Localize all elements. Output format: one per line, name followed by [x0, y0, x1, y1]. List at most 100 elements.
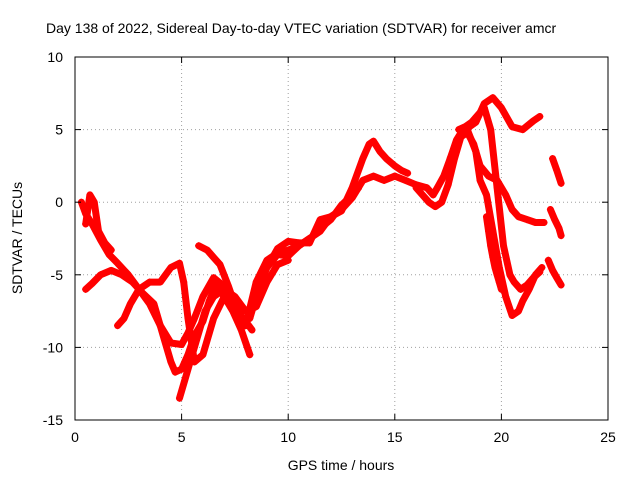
- series-16-line: [544, 256, 565, 289]
- x-axis-label: GPS time / hours: [288, 457, 395, 473]
- data-point: [220, 293, 228, 301]
- y-tick-label: 0: [55, 194, 63, 210]
- data-point: [246, 351, 254, 359]
- data-point: [380, 176, 388, 184]
- data-point: [365, 140, 373, 148]
- data-point: [376, 147, 384, 155]
- data-point: [252, 278, 260, 286]
- data-point: [88, 280, 96, 288]
- data-point: [540, 219, 548, 227]
- series-7-line: [246, 172, 399, 322]
- y-tick-label: -10: [43, 339, 63, 355]
- axis-ticks: [74, 56, 609, 421]
- data-point: [482, 213, 490, 221]
- data-point: [369, 172, 377, 180]
- data-point: [529, 274, 537, 282]
- data-point: [252, 303, 260, 311]
- data-point: [497, 285, 505, 293]
- data-point: [195, 242, 203, 250]
- data-point: [506, 271, 514, 279]
- data-point: [489, 94, 497, 102]
- data-point: [510, 278, 518, 286]
- data-point: [514, 307, 522, 315]
- data-point: [210, 293, 218, 301]
- data-point: [184, 314, 192, 322]
- data-point: [167, 264, 175, 272]
- x-tick-label: 0: [71, 429, 79, 445]
- data-point: [178, 340, 186, 348]
- data-point: [425, 198, 433, 206]
- data-point: [476, 162, 484, 170]
- data-point: [519, 297, 527, 305]
- x-tick-label: 5: [178, 429, 186, 445]
- series-9-line: [316, 184, 363, 232]
- data-point: [348, 184, 356, 192]
- data-point: [175, 259, 183, 267]
- data-point: [523, 216, 531, 224]
- data-markers: [77, 94, 565, 402]
- data-point: [203, 246, 211, 254]
- data-point: [500, 242, 508, 250]
- data-point: [391, 172, 399, 180]
- data-point: [489, 253, 497, 261]
- data-point: [190, 358, 198, 366]
- data-point: [88, 220, 96, 228]
- data-point: [348, 191, 356, 199]
- data-point: [382, 155, 390, 163]
- data-point: [184, 365, 192, 373]
- data-point: [82, 210, 90, 218]
- data-point: [126, 300, 134, 308]
- data-point: [397, 166, 405, 174]
- data-point: [525, 285, 533, 293]
- data-point: [423, 184, 431, 192]
- data-point: [82, 220, 90, 228]
- data-point: [491, 264, 499, 272]
- y-tick-label: 5: [55, 122, 63, 138]
- data-point: [519, 126, 527, 134]
- data-point: [107, 266, 115, 274]
- data-point: [233, 307, 241, 315]
- data-point: [205, 297, 213, 305]
- x-tick-label: 15: [387, 429, 403, 445]
- data-point: [201, 307, 209, 315]
- data-point: [549, 266, 557, 274]
- data-point: [487, 126, 495, 134]
- data-point: [199, 293, 207, 301]
- data-point: [316, 216, 324, 224]
- data-point: [129, 278, 137, 286]
- data-point: [369, 137, 377, 145]
- data-point: [118, 271, 126, 279]
- data-point: [429, 191, 437, 199]
- data-point: [544, 256, 552, 264]
- data-point: [355, 184, 363, 192]
- data-point: [246, 314, 254, 322]
- data-point: [210, 314, 218, 322]
- data-point: [90, 198, 98, 206]
- data-point: [146, 278, 154, 286]
- data-point: [86, 191, 94, 199]
- data-point: [199, 351, 207, 359]
- data-point: [97, 236, 105, 244]
- data-point: [101, 239, 109, 247]
- data-point: [455, 126, 463, 134]
- data-point: [493, 176, 501, 184]
- data-point: [508, 205, 516, 213]
- y-tick-label: -5: [51, 267, 64, 283]
- data-point: [514, 213, 522, 221]
- data-point: [210, 253, 218, 261]
- data-point: [487, 242, 495, 250]
- series-10-line: [391, 94, 544, 199]
- data-point: [156, 278, 164, 286]
- data-point: [150, 300, 158, 308]
- data-point: [472, 147, 480, 155]
- data-point: [508, 311, 516, 319]
- data-point: [553, 274, 561, 282]
- data-point: [446, 155, 454, 163]
- data-point: [529, 117, 537, 125]
- y-axis-label: SDTVAR / TECUs: [9, 182, 25, 294]
- data-point: [220, 285, 228, 293]
- data-point: [502, 293, 510, 301]
- data-point: [105, 250, 113, 258]
- data-point: [546, 205, 554, 213]
